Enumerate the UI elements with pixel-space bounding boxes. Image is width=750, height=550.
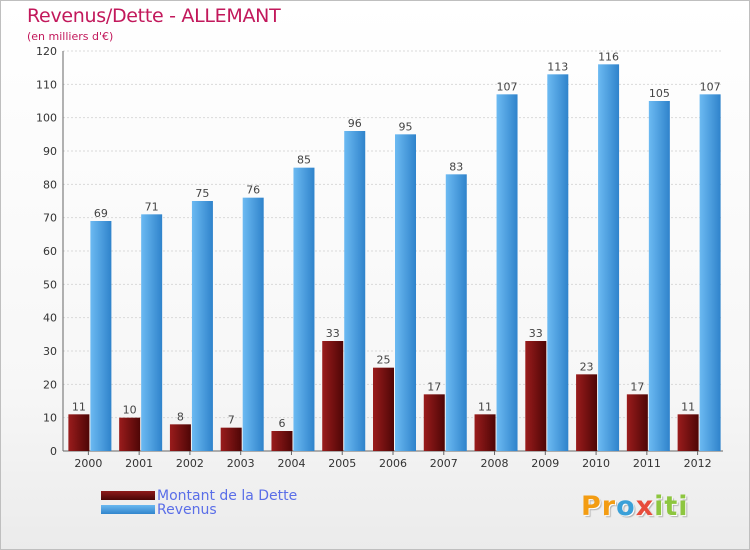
data-label-dette: 33 — [326, 327, 340, 340]
data-label-revenus: 107 — [497, 80, 518, 93]
y-tick-label: 70 — [43, 212, 57, 225]
y-tick-label: 0 — [50, 445, 57, 458]
bar-dette — [626, 394, 648, 451]
bar-revenus — [344, 131, 366, 451]
bar-revenus — [598, 64, 620, 452]
bar-dette — [169, 424, 191, 451]
bar-revenus — [141, 214, 163, 451]
data-label-revenus: 95 — [399, 120, 413, 133]
data-label-revenus: 71 — [145, 200, 159, 213]
x-tick-label: 2004 — [277, 457, 305, 470]
y-tick-label: 120 — [36, 45, 57, 58]
data-label-dette: 7 — [228, 414, 235, 427]
data-label-revenus: 69 — [94, 207, 108, 220]
y-tick-label: 20 — [43, 378, 57, 391]
bar-revenus — [191, 201, 213, 451]
data-label-revenus: 107 — [700, 80, 721, 93]
y-tick-label: 10 — [43, 412, 57, 425]
x-tick-label: 2011 — [633, 457, 661, 470]
bar-dette — [220, 427, 242, 451]
bar-revenus — [699, 94, 721, 451]
y-tick-label: 60 — [43, 245, 57, 258]
data-label-revenus: 83 — [449, 160, 463, 173]
legend-swatch-dette — [101, 491, 155, 500]
data-label-dette: 25 — [377, 354, 391, 367]
data-label-revenus: 96 — [348, 117, 362, 130]
bar-dette — [474, 414, 496, 451]
x-tick-label: 2007 — [430, 457, 458, 470]
data-label-dette: 6 — [278, 417, 285, 430]
bar-dette — [119, 417, 141, 451]
bar-revenus — [293, 167, 315, 451]
x-tick-label: 2003 — [227, 457, 255, 470]
x-tick-label: 2001 — [125, 457, 153, 470]
chart-subtitle: (en milliers d'€) — [27, 30, 114, 43]
data-label-revenus: 85 — [297, 154, 311, 167]
bar-dette — [271, 431, 293, 451]
bar-revenus — [496, 94, 518, 451]
bar-revenus — [648, 101, 670, 451]
bar-dette — [525, 341, 547, 451]
data-label-dette: 17 — [427, 380, 441, 393]
x-tick-label: 2006 — [379, 457, 407, 470]
logo-letter: t — [664, 491, 679, 522]
y-tick-label: 50 — [43, 278, 57, 291]
x-tick-label: 2000 — [74, 457, 102, 470]
chart-title: Revenus/Dette - ALLEMANT — [27, 5, 281, 27]
proxiti-logo: Proxiti — [581, 491, 689, 522]
data-label-dette: 23 — [580, 360, 594, 373]
logo-letter: x — [635, 491, 655, 522]
data-label-dette: 17 — [630, 380, 644, 393]
data-label-dette: 10 — [123, 404, 137, 417]
bar-dette — [677, 414, 699, 451]
x-tick-label: 2008 — [481, 457, 509, 470]
bar-revenus — [445, 174, 467, 452]
bar-dette — [423, 394, 445, 451]
y-tick-label: 100 — [36, 112, 57, 125]
y-tick-label: 30 — [43, 345, 57, 358]
logo-letter: o — [616, 491, 636, 522]
data-label-revenus: 76 — [246, 184, 260, 197]
bar-dette — [576, 374, 598, 451]
data-label-dette: 8 — [177, 410, 184, 423]
y-tick-label: 80 — [43, 178, 57, 191]
x-tick-label: 2012 — [684, 457, 712, 470]
data-label-revenus: 113 — [547, 60, 568, 73]
data-label-revenus: 75 — [195, 187, 209, 200]
y-tick-label: 90 — [43, 145, 57, 158]
bar-dette — [373, 367, 394, 451]
data-label-dette: 11 — [478, 400, 492, 413]
x-tick-label: 2005 — [328, 457, 356, 470]
bar-dette — [322, 341, 344, 451]
bar-revenus — [395, 134, 416, 452]
data-label-revenus: 116 — [598, 50, 619, 63]
x-tick-label: 2002 — [176, 457, 204, 470]
logo-letter: i — [678, 491, 689, 522]
bar-chart: 0 10 20 30 40 50 60 70 80 90 100 110 120 2000 11 69 2001… — [36, 45, 723, 470]
x-tick-label: 2009 — [531, 457, 559, 470]
data-label-revenus: 105 — [649, 87, 670, 100]
y-tick-label: 110 — [36, 78, 57, 91]
bar-revenus — [90, 221, 112, 451]
legend-swatch-revenus — [101, 505, 155, 514]
logo-letter: i — [654, 491, 665, 522]
x-tick-label: 2010 — [582, 457, 610, 470]
bar-revenus — [242, 197, 264, 451]
legend-label-revenus: Revenus — [157, 502, 217, 518]
data-label-dette: 11 — [681, 400, 695, 413]
data-label-dette: 33 — [529, 327, 543, 340]
logo-letter: r — [601, 491, 617, 522]
bar-dette — [68, 414, 90, 451]
data-label-dette: 11 — [72, 400, 86, 413]
logo-letter: P — [581, 491, 602, 522]
bar-revenus — [547, 74, 569, 451]
y-tick-label: 40 — [43, 312, 57, 325]
legend-label-dette: Montant de la Dette — [157, 488, 298, 504]
